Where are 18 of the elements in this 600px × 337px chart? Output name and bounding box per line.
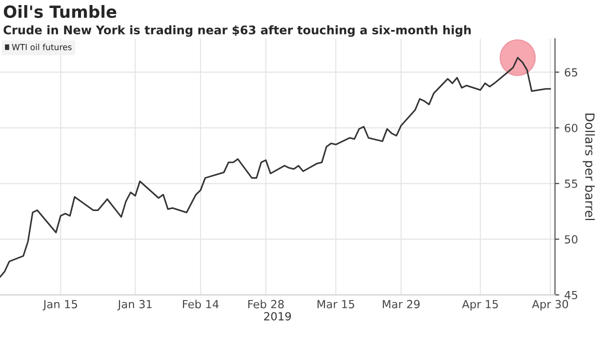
y-axis-title: Dollars per barrel — [582, 114, 595, 220]
y-tick-label: 60 — [564, 124, 578, 132]
legend-label: WTI oil futures — [12, 44, 72, 50]
y-tick-label: 50 — [564, 235, 578, 244]
chart-title: Oil's Tumble — [4, 5, 116, 18]
x-tick-label: Apr 30 — [532, 300, 568, 310]
chart-subtitle: Crude in New York is trading near $63 after touching a six-month high — [4, 25, 471, 37]
x-tick-label: Mar 15 — [318, 300, 354, 308]
x-axis-title: 2019 — [264, 312, 291, 320]
x-tick-label: Jan 15 — [42, 300, 78, 310]
y-tick-label: 65 — [564, 68, 578, 77]
y-tick-label: 55 — [564, 180, 578, 188]
y-tick-label: 45 — [564, 290, 578, 300]
x-tick-label: Feb 14 — [182, 300, 219, 308]
x-tick-label: Jan 31 — [117, 300, 152, 310]
x-tick-label: Apr 15 — [462, 300, 498, 310]
x-tick-label: Mar 29 — [382, 300, 420, 308]
x-tick-label: Feb 28 — [248, 300, 284, 308]
